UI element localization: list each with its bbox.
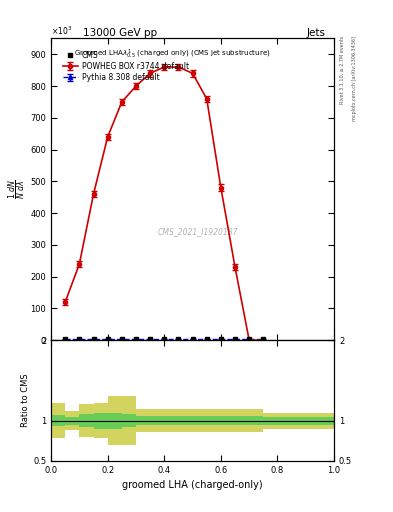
Text: Jets: Jets (307, 28, 325, 38)
Bar (221, 409, 235, 432)
Bar (51, 403, 65, 438)
Bar (292, 413, 306, 429)
Bar (108, 413, 122, 429)
Bar (193, 416, 207, 425)
Bar (178, 416, 193, 425)
Bar (306, 417, 320, 424)
Bar (164, 409, 178, 432)
Text: CMS_2021_I1920187: CMS_2021_I1920187 (158, 227, 239, 237)
Bar (207, 416, 221, 425)
Bar (263, 417, 277, 424)
Bar (320, 413, 334, 429)
Bar (249, 409, 263, 432)
Bar (150, 416, 164, 425)
Bar (65, 417, 79, 424)
Bar (277, 417, 292, 424)
Text: Groomed LHA$\lambda^{1}_{0.5}$ (charged only) (CMS jet substructure): Groomed LHA$\lambda^{1}_{0.5}$ (charged … (74, 48, 270, 61)
Text: Rivet 3.1.10, ≥ 2.7M events: Rivet 3.1.10, ≥ 2.7M events (340, 36, 345, 104)
Bar (122, 396, 136, 445)
Bar (51, 415, 65, 426)
Bar (136, 409, 150, 432)
Bar (150, 409, 164, 432)
Bar (263, 413, 277, 429)
Bar (277, 413, 292, 429)
Text: 13000 GeV pp: 13000 GeV pp (83, 28, 157, 38)
Bar (292, 417, 306, 424)
X-axis label: groomed LHA (charged-only): groomed LHA (charged-only) (122, 480, 263, 490)
Text: mcplots.cern.ch [arXiv:1306.3436]: mcplots.cern.ch [arXiv:1306.3436] (352, 36, 357, 121)
Bar (207, 409, 221, 432)
Bar (136, 416, 150, 425)
Y-axis label: $\frac{1}{N}\frac{dN}{d\lambda}$: $\frac{1}{N}\frac{dN}{d\lambda}$ (6, 179, 28, 199)
Bar (164, 416, 178, 425)
Text: $\times10^{3}$: $\times10^{3}$ (51, 25, 72, 37)
Bar (249, 416, 263, 425)
Bar (320, 417, 334, 424)
Bar (94, 403, 108, 438)
Bar (235, 409, 249, 432)
Bar (79, 414, 94, 427)
Bar (79, 404, 94, 437)
Bar (122, 414, 136, 427)
Bar (235, 416, 249, 425)
Bar (94, 413, 108, 429)
Y-axis label: Ratio to CMS: Ratio to CMS (21, 374, 30, 428)
Bar (193, 409, 207, 432)
Bar (306, 413, 320, 429)
Bar (221, 416, 235, 425)
Bar (178, 409, 193, 432)
Bar (108, 396, 122, 445)
Legend: CMS, POWHEG BOX r3744 default, Pythia 8.308 default: CMS, POWHEG BOX r3744 default, Pythia 8.… (61, 48, 191, 84)
Bar (65, 411, 79, 430)
